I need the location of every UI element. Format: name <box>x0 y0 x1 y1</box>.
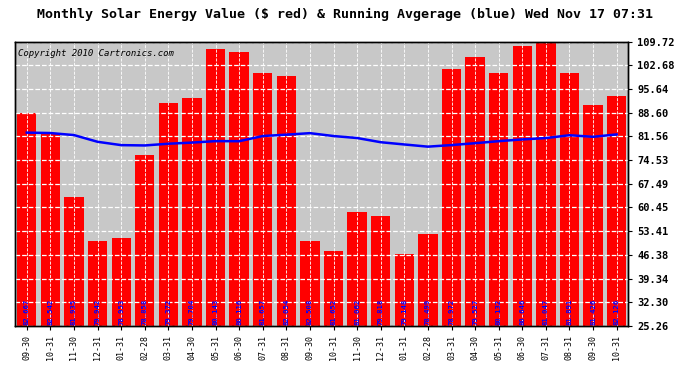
Bar <box>182 98 201 326</box>
Bar <box>536 42 555 326</box>
Bar <box>300 241 319 326</box>
Text: 82.508: 82.508 <box>307 299 313 325</box>
Bar <box>584 105 603 326</box>
Bar <box>206 49 225 326</box>
Text: 79.527: 79.527 <box>472 299 478 325</box>
Bar <box>371 216 391 326</box>
Bar <box>513 46 532 326</box>
Text: 81.652: 81.652 <box>331 299 337 325</box>
Text: 81.047: 81.047 <box>543 299 549 325</box>
Bar <box>135 155 155 326</box>
Bar <box>17 112 37 326</box>
Text: 81.426: 81.426 <box>590 299 596 325</box>
Text: 82.126: 82.126 <box>613 299 620 325</box>
Bar <box>88 241 107 326</box>
Bar <box>607 96 627 326</box>
Text: 79.148: 79.148 <box>402 299 407 325</box>
Text: 80.143: 80.143 <box>213 299 219 325</box>
Bar <box>489 72 509 326</box>
Text: 80.132: 80.132 <box>495 299 502 325</box>
Bar <box>277 76 296 326</box>
Bar <box>230 53 249 326</box>
Text: 79.372: 79.372 <box>166 299 171 325</box>
Bar <box>348 212 367 326</box>
Bar <box>41 133 60 326</box>
Text: 79.942: 79.942 <box>95 299 101 325</box>
Bar <box>442 69 461 326</box>
Text: 81.891: 81.891 <box>566 299 573 325</box>
Text: 81.935: 81.935 <box>71 299 77 325</box>
Bar <box>418 234 437 326</box>
Text: 82.054: 82.054 <box>284 299 289 325</box>
Text: 79.818: 79.818 <box>377 299 384 325</box>
Text: Monthly Solar Energy Value ($ red) & Running Avgerage (blue) Wed Nov 17 07:31: Monthly Solar Energy Value ($ red) & Run… <box>37 8 653 21</box>
Text: 82.667: 82.667 <box>23 299 30 325</box>
Bar <box>64 197 83 326</box>
Bar <box>159 103 178 326</box>
Text: 79.704: 79.704 <box>189 299 195 325</box>
Text: 78.858: 78.858 <box>141 299 148 325</box>
Text: 78.972: 78.972 <box>448 299 455 325</box>
Text: 78.499: 78.499 <box>425 299 431 325</box>
Text: 78.953: 78.953 <box>118 299 124 325</box>
Bar <box>466 57 485 326</box>
Text: 80.646: 80.646 <box>520 299 525 325</box>
Bar <box>324 251 343 326</box>
Text: 81.062: 81.062 <box>354 299 360 325</box>
Text: 82.542: 82.542 <box>48 299 53 325</box>
Bar <box>112 238 131 326</box>
Text: 80.116: 80.116 <box>236 299 242 325</box>
Bar <box>253 72 273 326</box>
Bar <box>560 72 579 326</box>
Text: Copyright 2010 Cartronics.com: Copyright 2010 Cartronics.com <box>18 49 174 58</box>
Bar <box>395 254 414 326</box>
Text: 81.657: 81.657 <box>259 299 266 325</box>
